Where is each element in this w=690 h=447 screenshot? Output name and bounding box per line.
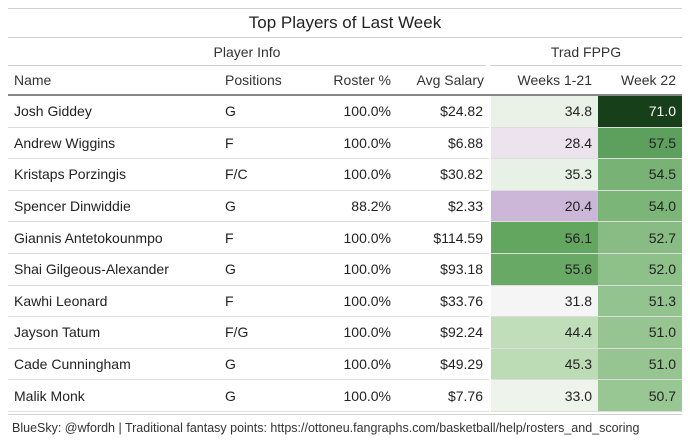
cell-roster: 100.0% [307,127,397,160]
table-row: Kawhi Leonard F 100.0% $33.76 31.8 51.3 [8,285,682,318]
col-header-weeks-1-21: Weeks 1-21 [490,66,598,96]
source-note: BlueSky: @wfordh | Traditional fantasy p… [8,414,682,440]
cell-weeks-1-21: 35.3 [489,158,598,191]
col-header-name: Name [8,66,219,96]
cell-name: Jayson Tatum [8,316,219,349]
cell-positions: G [219,348,307,381]
cell-week-22: 54.5 [598,158,682,191]
cell-name: Kawhi Leonard [8,285,219,318]
cell-positions: G [219,95,307,128]
cell-roster: 100.0% [307,221,397,254]
cell-positions: G [219,190,307,223]
table-row: Shai Gilgeous-Alexander G 100.0% $93.18 55.6… [8,253,682,286]
table-body: Josh Giddey G 100.0% $24.82 34.8 71.0 Andrew W… [8,95,682,412]
table-row: Giannis Antetokounmpo F 100.0% $114.59 56.1 5… [8,221,682,254]
cell-positions: G [219,379,307,412]
cell-weeks-1-21: 33.0 [489,379,598,412]
col-header-salary: Avg Salary [397,66,490,96]
cell-weeks-1-21: 45.3 [489,348,598,381]
cell-week-22: 52.7 [598,221,682,254]
col-header-positions: Positions [219,66,307,96]
cell-week-22: 57.5 [598,127,682,160]
cell-name: Kristaps Porzingis [8,158,219,191]
cell-positions: F [219,285,307,318]
cell-positions: G [219,253,307,286]
cell-salary: $24.82 [397,95,490,128]
cell-salary: $33.76 [397,285,490,318]
cell-positions: F [219,221,307,254]
cell-salary: $6.88 [397,127,490,160]
cell-weeks-1-21: 55.6 [489,253,598,286]
cell-roster: 100.0% [307,379,397,412]
cell-roster: 100.0% [307,316,397,349]
cell-salary: $114.59 [397,221,490,254]
header-row: Name Positions Roster % Avg Salary Weeks… [8,66,682,96]
cell-roster: 100.0% [307,253,397,286]
cell-week-22: 50.7 [598,379,682,412]
cell-week-22: 51.0 [598,348,682,381]
cell-week-22: 52.0 [598,253,682,286]
cell-roster: 88.2% [307,190,397,223]
cell-weeks-1-21: 31.8 [489,285,598,318]
cell-salary: $2.33 [397,190,490,223]
cell-roster: 100.0% [307,285,397,318]
cell-weeks-1-21: 34.8 [489,95,598,128]
cell-week-22: 51.0 [598,316,682,349]
cell-name: Giannis Antetokounmpo [8,221,219,254]
cell-weeks-1-21: 28.4 [489,127,598,160]
cell-positions: F/G [219,316,307,349]
spanner-trad-fppg: Trad FPPG [490,38,682,66]
cell-weeks-1-21: 56.1 [489,221,598,254]
cell-salary: $30.82 [397,158,490,191]
cell-positions: F [219,127,307,160]
cell-name: Cade Cunningham [8,348,219,381]
table-row: Andrew Wiggins F 100.0% $6.88 28.4 57.5 [8,127,682,160]
cell-weeks-1-21: 20.4 [489,190,598,223]
table-row: Malik Monk G 100.0% $7.76 33.0 50.7 [8,379,682,412]
cell-name: Josh Giddey [8,95,219,128]
table-row: Josh Giddey G 100.0% $24.82 34.8 71.0 [8,95,682,128]
table-row: Spencer Dinwiddie G 88.2% $2.33 20.4 54.0 [8,190,682,223]
table-row: Kristaps Porzingis F/C 100.0% $30.82 35.3 54.… [8,158,682,191]
cell-salary: $7.76 [397,379,490,412]
table-title: Top Players of Last Week [8,8,682,38]
cell-week-22: 71.0 [598,95,682,128]
cell-week-22: 51.3 [598,285,682,318]
table-row: Cade Cunningham G 100.0% $49.29 45.3 51.0 [8,348,682,381]
cell-salary: $49.29 [397,348,490,381]
col-header-roster: Roster % [307,66,397,96]
cell-name: Andrew Wiggins [8,127,219,160]
cell-week-22: 54.0 [598,190,682,223]
cell-name: Spencer Dinwiddie [8,190,219,223]
cell-roster: 100.0% [307,348,397,381]
cell-salary: $92.24 [397,316,490,349]
cell-positions: F/C [219,158,307,191]
cell-roster: 100.0% [307,158,397,191]
players-table: Name Positions Roster % Avg Salary Weeks… [8,66,682,412]
spanner-player-info: Player Info [8,38,486,66]
col-header-week-22: Week 22 [598,66,682,96]
cell-name: Shai Gilgeous-Alexander [8,253,219,286]
table-row: Jayson Tatum F/G 100.0% $92.24 44.4 51.0 [8,316,682,349]
cell-salary: $93.18 [397,253,490,286]
cell-weeks-1-21: 44.4 [489,316,598,349]
cell-name: Malik Monk [8,379,219,412]
cell-roster: 100.0% [307,95,397,128]
